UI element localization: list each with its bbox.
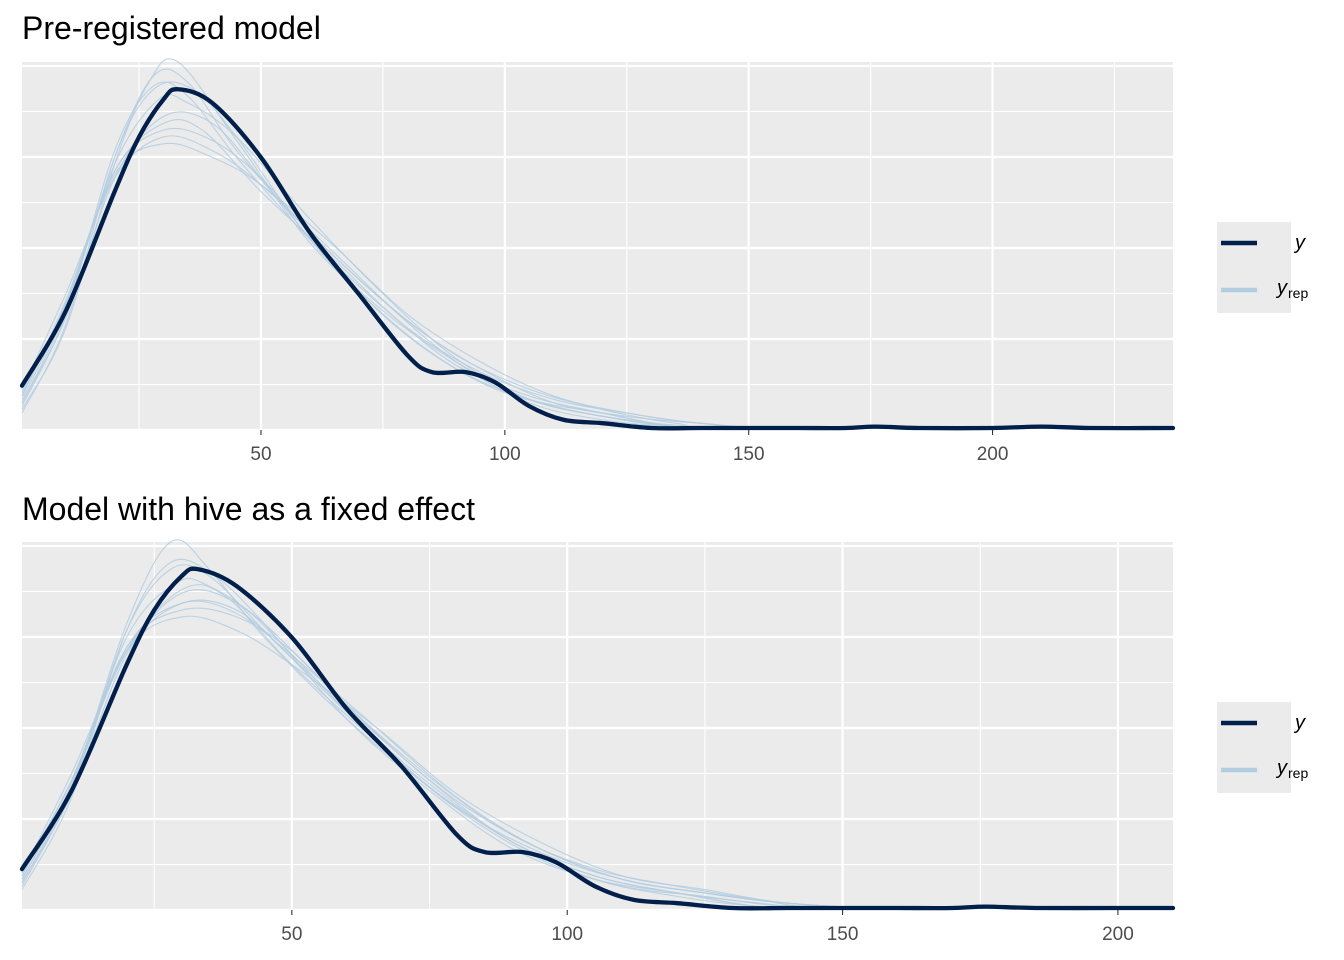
x-tick-label: 150	[733, 444, 765, 465]
legend-label-yrep-sub: rep	[1288, 285, 1308, 301]
panel-title-top: Pre-registered model	[22, 10, 321, 46]
legend-label-yrep-sub: rep	[1288, 765, 1308, 781]
x-tick-label: 200	[1102, 924, 1134, 945]
legend-label-y: y	[1293, 232, 1306, 254]
grid-top	[22, 62, 1173, 432]
plot-background-bottom	[22, 542, 1173, 910]
x-axis-top: 50 100 150 200	[250, 430, 1008, 465]
obs-line-top	[19, 87, 1176, 431]
legend-label-yrep-base: y	[1275, 277, 1288, 299]
panel-bottom: Model with hive as a fixed effect 50 100 1…	[19, 491, 1308, 945]
legend-bottom: y yrep	[1217, 702, 1308, 793]
legend-label-yrep: yrep	[1275, 757, 1308, 781]
panel-title-bottom: Model with hive as a fixed effect	[22, 491, 475, 527]
legend-top: y yrep	[1217, 222, 1308, 313]
panel-top: Pre-registered model 50 100 150 200 y yrep	[19, 10, 1308, 465]
grid-bottom	[22, 542, 1173, 912]
x-tick-label: 200	[977, 444, 1009, 465]
legend-box	[1217, 702, 1291, 793]
legend-box	[1217, 222, 1291, 313]
legend-label-yrep: yrep	[1275, 277, 1308, 301]
legend-label-y: y	[1293, 712, 1306, 734]
legend-label-yrep-base: y	[1275, 757, 1288, 779]
y-density-line	[19, 87, 1176, 431]
y-density-line	[19, 566, 1176, 911]
x-tick-label: 150	[827, 924, 859, 945]
plot-background-top	[22, 62, 1173, 430]
x-tick-label: 50	[250, 444, 271, 465]
x-tick-label: 100	[489, 444, 521, 465]
obs-line-bottom	[19, 566, 1176, 911]
yrep-density-line	[21, 600, 1174, 909]
x-axis-bottom: 50 100 150 200	[281, 910, 1134, 945]
x-tick-label: 50	[281, 924, 302, 945]
x-tick-label: 100	[551, 924, 583, 945]
